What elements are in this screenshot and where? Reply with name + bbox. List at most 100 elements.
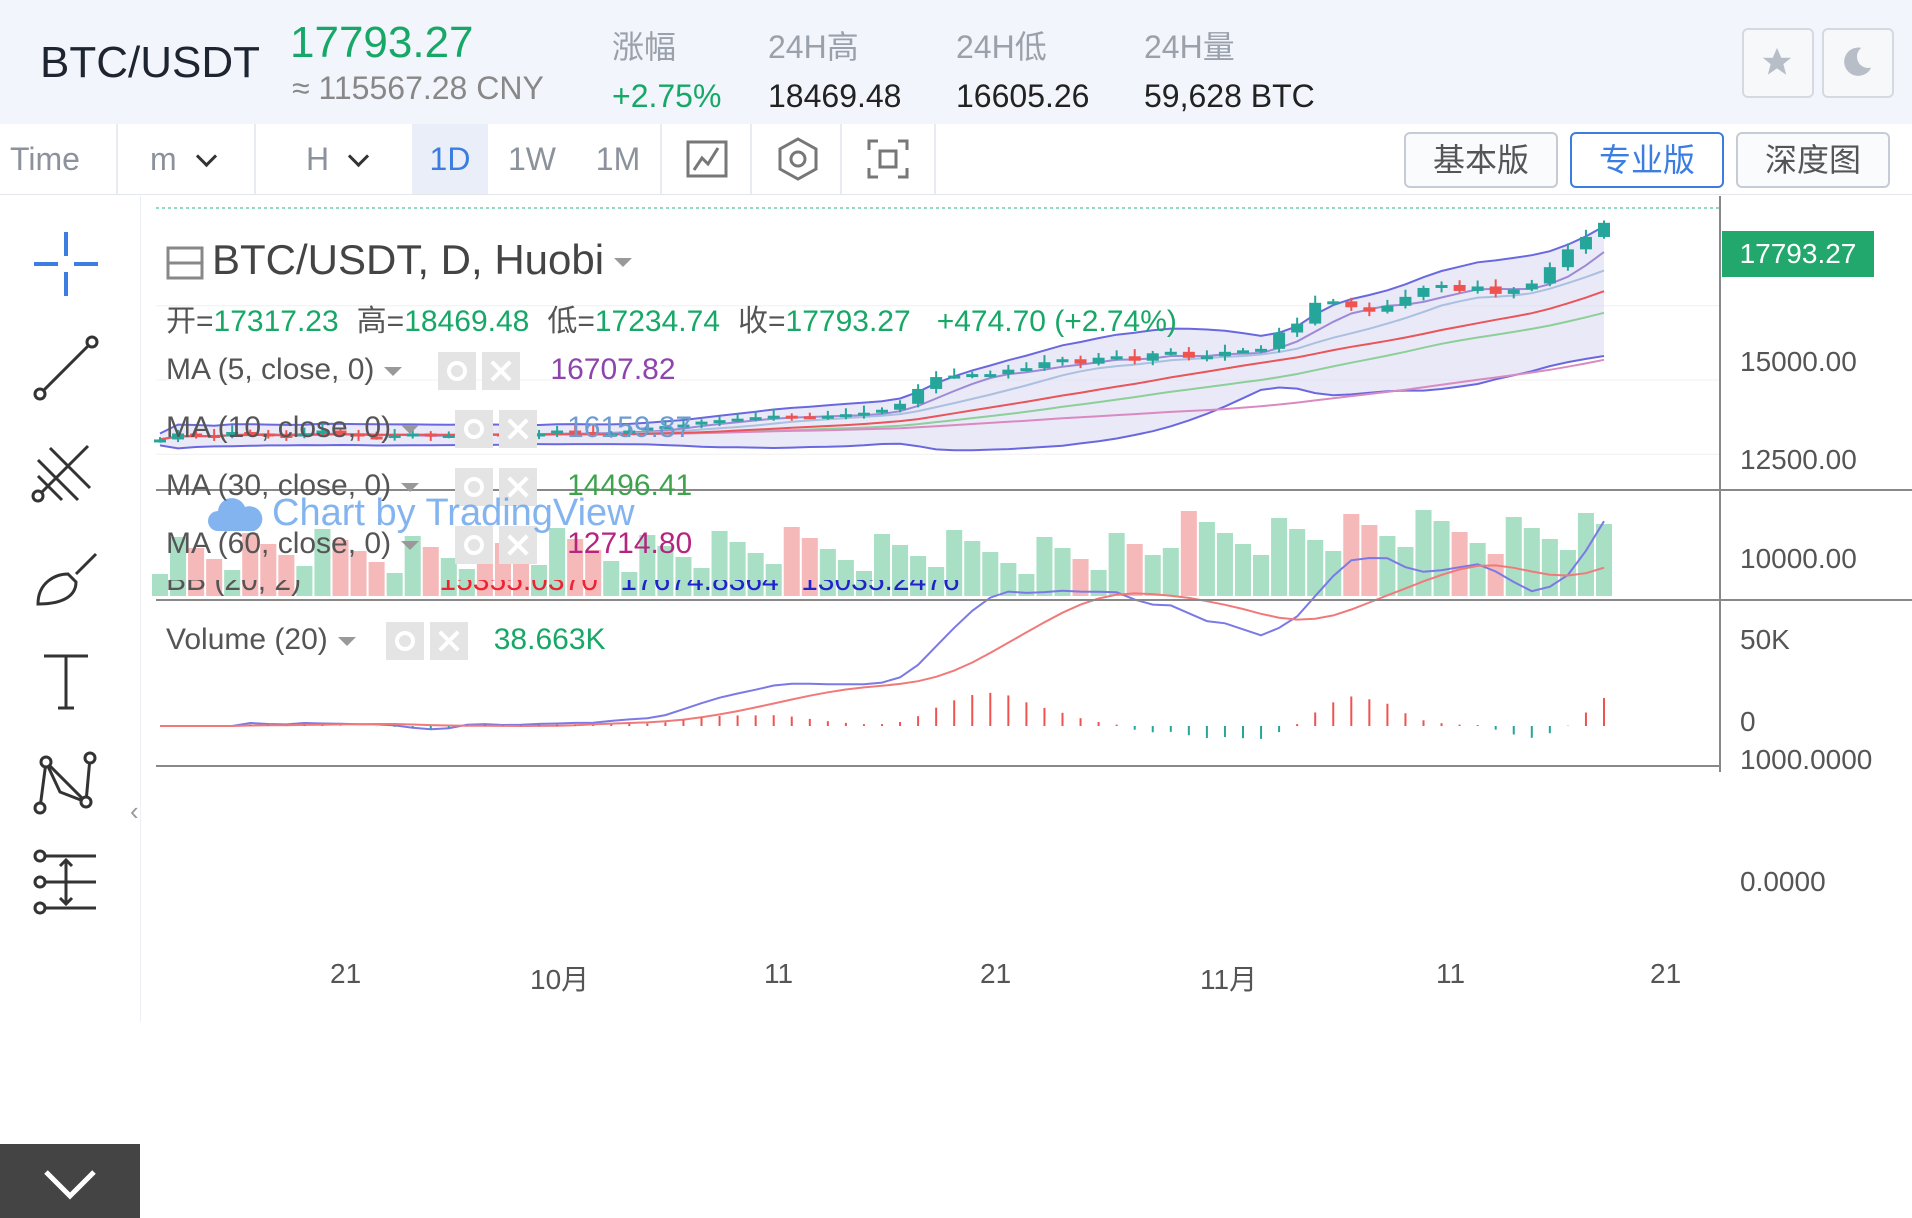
candle-body [154, 439, 166, 443]
screenshot-button[interactable] [842, 124, 936, 194]
candle-body [244, 432, 257, 436]
indicator-value: 14496.41 [567, 468, 693, 502]
close-icon[interactable] [499, 410, 538, 448]
volume-bar [765, 564, 782, 596]
volume-bar [964, 541, 981, 596]
stat-value: +2.75% [612, 78, 722, 114]
interval-1d[interactable]: 1D [412, 124, 488, 194]
chevron-down-icon [401, 540, 420, 550]
price-chart[interactable] [140, 196, 1912, 1022]
settings-icon[interactable] [385, 622, 424, 660]
candle-body [984, 374, 997, 378]
candle-body [424, 433, 437, 437]
volume-bar [1541, 539, 1558, 596]
ma10-legend[interactable]: MA (10, close, 0) 16159.87 [166, 410, 692, 448]
settings-icon[interactable] [455, 526, 494, 564]
volume-bar [531, 565, 548, 596]
candle-body [749, 417, 762, 421]
candle-body [406, 433, 419, 437]
close-label: 收= [738, 305, 786, 338]
candle-body [1002, 369, 1015, 375]
measure-tool[interactable] [30, 846, 102, 923]
chevron-down-icon [401, 424, 420, 434]
candle-body [1327, 301, 1340, 305]
pro-version-button[interactable]: 专业版 [1570, 132, 1724, 188]
close-icon[interactable] [429, 622, 468, 660]
volume-bar [1307, 540, 1324, 596]
candle-body [262, 433, 275, 437]
candle-body [569, 430, 582, 434]
candle-body [641, 427, 654, 431]
volume-bar [278, 555, 295, 596]
candle-body [533, 433, 546, 437]
trendline-tool[interactable] [30, 332, 102, 409]
text-tool[interactable] [30, 644, 102, 721]
basic-version-button[interactable]: 基本版 [1404, 132, 1558, 188]
ma5-legend[interactable]: MA (5, close, 0) 16707.82 [166, 352, 676, 390]
ma60-legend[interactable]: MA (60, close, 0) 12714.80 [166, 526, 692, 564]
candle-body [1471, 286, 1484, 291]
time-button[interactable]: Time [0, 124, 118, 194]
volume-bar [1415, 510, 1432, 596]
macd-pane [160, 520, 1605, 739]
close-icon[interactable] [499, 468, 538, 506]
interval-1m[interactable]: 1M [576, 124, 662, 194]
indicator-value: 17674.8364 [620, 580, 779, 596]
volume-bar [1018, 574, 1035, 596]
candle-body [208, 434, 221, 438]
hour-dropdown[interactable]: H [258, 124, 406, 194]
volume-bar [1090, 570, 1107, 596]
volume-bar [982, 552, 999, 596]
chart-title[interactable]: BTC/USDT, D, Huobi [166, 236, 633, 284]
settings-icon[interactable] [455, 410, 494, 448]
close-icon[interactable] [482, 352, 521, 390]
volume-bar [1469, 543, 1486, 596]
candle-body [226, 432, 239, 437]
settings-icon[interactable] [438, 352, 477, 390]
favorite-button[interactable] [1742, 28, 1814, 98]
indicator-value: 12714.80 [567, 526, 693, 560]
volume-bar [1433, 521, 1450, 596]
theme-toggle-button[interactable] [1822, 28, 1894, 98]
volume-bar [440, 558, 457, 596]
settings-icon[interactable] [455, 468, 494, 506]
minute-dropdown[interactable]: m [108, 124, 256, 194]
depth-chart-button[interactable]: 深度图 [1736, 132, 1890, 188]
volume-bar [1577, 513, 1594, 596]
close-icon[interactable] [499, 526, 538, 564]
candle-body [1237, 350, 1249, 354]
volume-bar [1054, 548, 1071, 596]
pattern-tool[interactable] [30, 748, 102, 825]
volume-bar [603, 561, 620, 596]
candle-body [659, 426, 672, 430]
ohlc-legend: 开=17317.23 高=18469.48 低=17234.74 收=17793.27… [166, 296, 1177, 340]
candle-body [280, 434, 293, 438]
candle-body [1489, 286, 1502, 294]
crosshair-tool[interactable] [30, 228, 102, 305]
volume-bar [1180, 511, 1197, 596]
ma30-legend[interactable]: MA (30, close, 0) 14496.41 [166, 468, 692, 506]
candle-body [1182, 351, 1195, 358]
volume-bar [855, 571, 872, 596]
price-axis-label: 12500.00 [1740, 444, 1857, 475]
bollinger-band-fill [160, 226, 1604, 451]
volume-legend[interactable]: Volume (20) 38.663K [166, 622, 606, 660]
indicator-name: MA (30, close, 0) [166, 468, 392, 502]
indicator-value: 16707.82 [550, 352, 676, 386]
cny-price: ≈ 115567.28 CNY [292, 70, 544, 106]
brush-tool[interactable] [30, 540, 102, 617]
collapse-arrow-icon[interactable]: ‹ [130, 796, 139, 826]
more-tools-button[interactable] [0, 1144, 140, 1218]
pitchfork-tool[interactable] [30, 436, 102, 513]
change-value: +474.70 (+2.74%) [936, 305, 1177, 338]
chart-type-button[interactable] [662, 124, 752, 194]
chart-line-icon [686, 140, 728, 178]
candle-body [1381, 305, 1394, 312]
indicators-button[interactable] [752, 124, 842, 194]
candle-body [352, 433, 365, 437]
volume-bar [1487, 554, 1504, 596]
interval-1w[interactable]: 1W [508, 141, 556, 177]
bollinger-lower-line [159, 355, 1605, 452]
candle-body [1074, 359, 1087, 364]
volume-bar [928, 567, 945, 596]
